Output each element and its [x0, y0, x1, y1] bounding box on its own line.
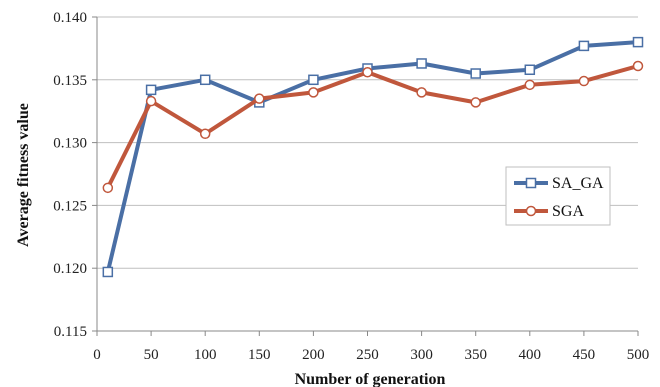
y-tick-label: 0.140	[53, 10, 87, 26]
x-tick-label: 250	[356, 347, 379, 363]
data-point-sa-ga	[416, 58, 427, 69]
data-point-sa-ga	[524, 64, 536, 76]
legend-marker-sga	[525, 205, 537, 217]
y-tick-label: 0.125	[53, 198, 87, 214]
legend: SA_GA SGA	[505, 166, 611, 226]
data-point-sga	[254, 93, 265, 104]
data-point-sga	[524, 79, 536, 91]
y-axis-title: Average fitness value	[15, 103, 32, 247]
data-point-sga	[145, 95, 157, 107]
data-point-sga	[362, 67, 373, 78]
legend-box	[505, 166, 611, 226]
data-point-sga	[470, 97, 481, 108]
gridlines	[97, 16, 638, 269]
data-point-sga	[632, 60, 644, 72]
x-tick-label: 300	[410, 347, 433, 363]
x-tick-label: 350	[464, 347, 487, 363]
y-tick-label: 0.115	[54, 324, 87, 340]
legend-marker-sa-ga	[525, 177, 537, 189]
x-tick-label: 150	[248, 347, 271, 363]
data-point-sa-ga	[199, 74, 211, 86]
x-tick-label: 100	[194, 347, 217, 363]
data-point-sa-ga	[632, 36, 644, 48]
data-point-sa-ga	[308, 74, 319, 86]
x-axis-title: Number of generation	[295, 371, 446, 387]
data-point-sga	[102, 182, 114, 194]
legend-label-sga: SGA	[552, 203, 584, 220]
data-point-sa-ga	[102, 266, 114, 278]
series-line-sa-ga	[105, 40, 640, 274]
x-tick-label: 450	[573, 347, 596, 363]
data-point-sga	[199, 128, 211, 140]
x-tick-label: 400	[519, 347, 542, 363]
axes: 0.115 0.120 0.125 0.130 0.135 0.140 0 50 100 150 2…	[53, 10, 649, 363]
data-point-sga	[308, 87, 319, 98]
x-tick-label: 500	[627, 347, 650, 363]
series-layer	[102, 36, 644, 278]
y-tick-label: 0.120	[53, 261, 87, 277]
legend-label-sa-ga: SA_GA	[552, 175, 604, 192]
y-tick-label: 0.135	[53, 73, 87, 89]
data-point-sga	[578, 75, 590, 87]
x-tick-label: 200	[302, 347, 325, 363]
data-point-sa-ga	[578, 40, 590, 52]
data-point-sa-ga	[470, 68, 481, 79]
data-point-sa-ga	[145, 84, 157, 96]
data-point-sga	[416, 87, 427, 98]
y-tick-label: 0.130	[53, 136, 87, 152]
x-tick-label: 50	[144, 347, 159, 363]
x-tick-label: 0	[93, 347, 101, 363]
